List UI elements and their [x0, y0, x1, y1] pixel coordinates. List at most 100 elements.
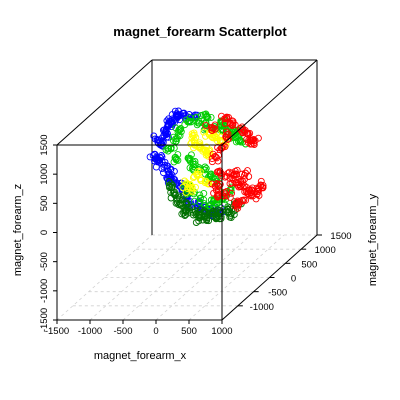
data-point-blue	[164, 120, 172, 128]
data-point-yellow	[196, 168, 204, 176]
data-point-green	[201, 111, 209, 119]
data-point-red	[208, 158, 216, 166]
data-point-blue	[156, 153, 164, 161]
data-point-red	[214, 189, 222, 197]
data-point-red	[222, 133, 230, 141]
data-point-darkgreen	[189, 208, 197, 216]
y-tick-label: -500	[268, 288, 287, 299]
data-point-red	[253, 190, 261, 198]
data-point-red	[226, 119, 234, 127]
data-point-green	[193, 121, 201, 129]
z-tick-label: 0	[39, 230, 50, 235]
data-point-red	[239, 129, 247, 137]
data-point-darkgreen	[175, 192, 183, 200]
data-point-darkgreen	[172, 199, 180, 207]
floor-grid	[56, 234, 318, 321]
data-point-green	[192, 113, 200, 121]
data-point-green	[174, 128, 182, 136]
data-point-darkgreen	[165, 178, 173, 185]
z-tick-label: -1000	[39, 279, 50, 303]
data-point-green	[187, 151, 195, 159]
data-point-yellow	[201, 146, 209, 154]
data-point-yellow	[194, 167, 202, 175]
data-point-green	[164, 147, 172, 155]
data-point-green	[200, 189, 208, 197]
data-point-red	[233, 171, 241, 179]
data-point-darkgreen	[192, 219, 200, 226]
data-point-red	[208, 180, 216, 188]
data-point-red	[242, 169, 249, 177]
data-point-green	[181, 121, 189, 129]
data-point-green	[207, 113, 215, 121]
data-point-green	[196, 191, 204, 199]
data-point-green	[206, 172, 214, 180]
y-tick-label: 0	[291, 274, 296, 285]
data-point-green	[174, 151, 182, 159]
z-tick-label: -500	[39, 252, 50, 271]
data-points	[146, 107, 267, 226]
z-tick-label: 1500	[39, 134, 50, 155]
data-point-yellow	[204, 151, 212, 159]
data-point-darkgreen	[209, 213, 217, 221]
data-point-red	[244, 190, 251, 197]
data-point-red	[234, 197, 242, 205]
data-point-green	[191, 197, 198, 205]
data-point-red	[246, 129, 254, 137]
data-point-yellow	[181, 177, 189, 185]
data-point-darkgreen	[200, 207, 208, 215]
z-axis-label: magnet_forearm_z	[12, 184, 24, 276]
data-point-red	[250, 136, 258, 143]
data-point-blue	[153, 135, 161, 143]
data-point-red	[202, 121, 210, 129]
data-point-green	[190, 163, 198, 171]
data-point-darkgreen	[181, 212, 189, 219]
bounding-box-back	[56, 59, 317, 235]
data-point-red	[250, 139, 258, 147]
data-point-red	[255, 192, 263, 199]
data-point-red	[249, 186, 257, 194]
y-axis-label: magnet_forearm_y	[367, 193, 379, 286]
data-point-red	[227, 120, 235, 128]
data-point-green	[191, 158, 199, 165]
data-point-yellow	[179, 183, 187, 191]
data-point-green	[172, 155, 180, 163]
x-tick-label: 1000	[211, 326, 232, 337]
data-point-blue	[157, 140, 165, 148]
x-tick-label: -500	[113, 326, 132, 337]
data-point-blue	[163, 174, 171, 182]
data-point-green	[172, 124, 180, 132]
data-point-blue	[152, 155, 160, 163]
data-point-red	[228, 122, 236, 129]
y-tick-label: 1000	[315, 245, 336, 256]
chart-title: magnet_forearm Scatterplot	[113, 24, 287, 39]
data-point-darkgreen	[180, 207, 188, 215]
data-point-blue	[158, 158, 166, 166]
y-tick-label: 1500	[330, 231, 351, 242]
z-tick-label: -1500	[39, 308, 50, 332]
data-point-red	[226, 193, 234, 201]
data-point-green	[169, 133, 177, 141]
data-point-green	[176, 132, 184, 140]
data-point-green	[201, 163, 209, 171]
data-point-blue	[173, 113, 181, 121]
x-tick-label: -1000	[78, 326, 102, 337]
x-axis-label: magnet_forearm_x	[94, 350, 187, 362]
z-tick-label: 1000	[39, 164, 50, 185]
data-point-green	[170, 137, 177, 145]
data-point-yellow	[188, 184, 196, 191]
z-tick-label: 500	[39, 195, 50, 211]
data-point-darkgreen	[168, 184, 175, 192]
data-point-darkgreen	[209, 210, 216, 218]
data-point-green	[197, 194, 204, 202]
data-point-red	[259, 184, 267, 192]
data-point-darkgreen	[183, 200, 191, 208]
data-point-green	[212, 175, 220, 183]
data-point-green	[193, 117, 201, 125]
data-point-red	[234, 181, 242, 189]
data-point-green	[202, 110, 210, 118]
data-point-red	[208, 126, 216, 134]
data-point-green	[186, 164, 194, 172]
data-point-green	[186, 117, 194, 125]
x-tick-label: 0	[153, 326, 158, 337]
box-edge	[221, 59, 318, 146]
